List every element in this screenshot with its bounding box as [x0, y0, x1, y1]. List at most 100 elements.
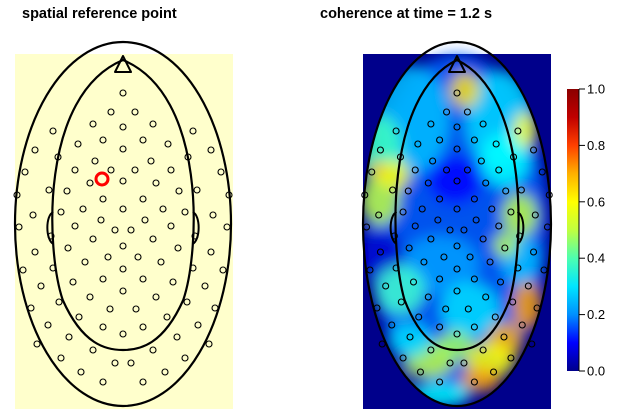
colorbar-tick-label: 0.6: [587, 194, 605, 209]
electrode: [99, 378, 107, 386]
electrode: [378, 340, 386, 348]
electrode: [71, 166, 79, 174]
electrode: [530, 248, 538, 256]
coherence-scalp-map: [361, 40, 553, 409]
electrode: [460, 359, 468, 367]
electrode: [472, 216, 480, 224]
electrode: [19, 266, 27, 274]
electrode: [157, 258, 165, 266]
electrode: [424, 179, 432, 187]
electrode: [181, 354, 189, 362]
electrode: [29, 211, 37, 219]
electrode: [501, 244, 509, 252]
electrode: [164, 140, 172, 148]
electrode: [470, 195, 478, 203]
electrode: [45, 186, 53, 194]
electrode: [420, 258, 428, 266]
electrode: [99, 195, 107, 203]
electrode: [411, 222, 419, 230]
electrode: [397, 298, 405, 306]
electrode: [486, 258, 494, 266]
electrode: [119, 265, 127, 273]
coherence-region: [460, 368, 500, 392]
electrode: [77, 368, 85, 376]
electrode: [453, 287, 461, 295]
head-inner-outline: [394, 58, 520, 352]
electrode: [139, 323, 147, 331]
electrode: [139, 378, 147, 386]
electrode: [453, 330, 461, 338]
electrode: [217, 168, 225, 176]
electrode: [399, 354, 407, 362]
electrode: [174, 244, 182, 252]
electrode: [132, 305, 140, 313]
electrode: [119, 145, 127, 153]
electrode: [488, 205, 496, 213]
electrode: [376, 146, 384, 154]
electrode: [453, 242, 461, 250]
electrode: [86, 179, 94, 187]
colorbar-tick-label: 0.4: [587, 251, 605, 266]
electrode: [173, 333, 181, 341]
electrode: [463, 108, 471, 116]
electrode: [443, 108, 451, 116]
electrode: [152, 179, 160, 187]
electrode: [409, 278, 418, 286]
reference-scalp-map: [13, 40, 233, 409]
electrode: [119, 242, 127, 250]
electrode: [427, 120, 435, 128]
electrode: [373, 304, 381, 312]
coherence-heatmap: [363, 54, 547, 406]
electrode: [396, 153, 405, 161]
electrode: [225, 191, 233, 199]
electrode: [453, 145, 461, 153]
electrode: [492, 140, 500, 148]
electrode: [81, 258, 89, 266]
electrode: [169, 278, 177, 286]
electrode: [139, 195, 147, 203]
electrode: [495, 222, 503, 230]
electrode: [418, 205, 426, 213]
electrode: [479, 120, 487, 128]
electrode: [540, 266, 548, 274]
nose-marker: [448, 55, 466, 73]
electrode: [89, 120, 97, 128]
electrode: [211, 304, 219, 312]
electrode: [119, 330, 127, 338]
electrode: [65, 333, 73, 341]
coherence-region: [480, 132, 530, 188]
electrode: [479, 346, 487, 354]
electrode: [538, 168, 546, 176]
electrode: [86, 293, 94, 301]
electrode: [368, 168, 376, 176]
electrode: [516, 232, 524, 240]
head-outer-ellipse: [13, 40, 233, 408]
electrode: [167, 222, 175, 230]
electrode: [99, 323, 107, 331]
electrode: [375, 211, 383, 219]
electrode: [33, 340, 41, 348]
electrode: [470, 378, 478, 386]
electrode: [207, 146, 215, 154]
electrode: [219, 266, 227, 274]
electrode: [167, 166, 175, 174]
electrode: [545, 191, 553, 199]
electrode: [47, 232, 55, 240]
electrode: [470, 275, 478, 283]
electrode: [27, 304, 35, 312]
electrode: [189, 127, 197, 135]
electrode: [141, 216, 149, 224]
electrode: [399, 208, 407, 216]
colorbar-tick-label: 0.2: [587, 307, 605, 322]
electrode: [127, 359, 135, 367]
electrode: [13, 191, 21, 199]
coherence-region: [513, 112, 537, 148]
electrode: [63, 187, 71, 195]
electrode: [482, 293, 490, 301]
electrode: [193, 186, 201, 194]
head-outer-ellipse: [361, 40, 553, 408]
head-outline: [361, 40, 553, 408]
left-ear-marker: [46, 211, 55, 245]
electrode: [429, 157, 437, 165]
electrode: [149, 346, 157, 354]
